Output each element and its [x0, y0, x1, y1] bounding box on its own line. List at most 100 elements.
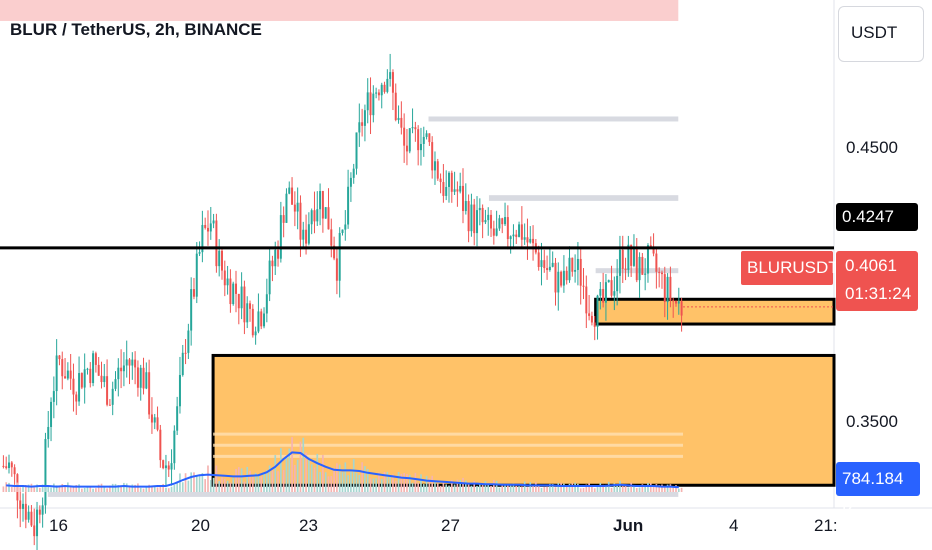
candle-body [145, 372, 148, 389]
volume-bar [285, 457, 288, 492]
candle-body [456, 189, 459, 192]
volume-bar [565, 485, 568, 492]
volume-bar [78, 484, 80, 492]
candle-body [419, 143, 422, 151]
candle-body [128, 359, 131, 366]
candle-body [352, 168, 355, 178]
volume-bar [462, 477, 464, 492]
candle-body [263, 313, 266, 327]
x-tick-label: Jun [613, 516, 644, 535]
volume-bar [621, 486, 624, 492]
volume-bar [540, 487, 543, 492]
volume-bar [596, 487, 599, 492]
candle-body [588, 313, 591, 316]
candle-body [61, 359, 64, 377]
candle-body [69, 370, 72, 379]
candle-body [131, 359, 134, 366]
candle-body [282, 215, 285, 223]
volume-bar [207, 465, 209, 492]
volume-bar [635, 488, 638, 492]
candle-body [431, 142, 434, 171]
candle-body [590, 315, 593, 323]
chart-title: BLUR / TetherUS, 2h, BINANCE [10, 20, 262, 39]
volume-bar [305, 452, 307, 492]
volume-bar [81, 488, 83, 492]
volume-bar [372, 478, 375, 492]
candle-body [268, 260, 271, 295]
volume-bar [61, 483, 64, 492]
candle-body [616, 275, 619, 292]
candle-body [164, 465, 167, 469]
candle-body [523, 237, 526, 240]
candle-body [672, 300, 675, 302]
volume-bar [232, 477, 235, 492]
volume-bar [103, 486, 106, 492]
volume-bar [173, 485, 176, 492]
volume-bar [641, 484, 644, 492]
currency-selector[interactable]: USDT [838, 6, 924, 62]
volume-bar [655, 484, 658, 492]
candle-body [122, 365, 125, 372]
volume-bar [411, 482, 414, 492]
candle-body [478, 207, 481, 211]
candle-body [302, 229, 305, 240]
volume-bar [546, 486, 548, 492]
candle-body [515, 234, 518, 237]
volume-bar [162, 483, 164, 492]
volume-bar [316, 453, 319, 492]
candle-body [484, 220, 487, 223]
candle-body [319, 191, 322, 210]
volume-bar [243, 481, 246, 492]
candle-body [134, 359, 137, 368]
candle-body [232, 283, 235, 305]
candle-body [372, 93, 375, 116]
candle-body [551, 262, 554, 267]
volume-bar [501, 485, 504, 492]
candle-body [293, 204, 296, 212]
candle-body [243, 286, 246, 323]
candle-body [83, 369, 86, 388]
volume-bar [184, 473, 187, 492]
volume-bar [336, 463, 338, 492]
candle-body [150, 414, 153, 423]
level-price-badge: 0.4247 [836, 203, 918, 231]
candle-body [316, 209, 319, 222]
volume-bar [5, 482, 8, 492]
volume-bar [638, 487, 641, 492]
volume-bar [95, 488, 97, 492]
candle-body [644, 273, 647, 275]
candle-body [335, 258, 338, 281]
volume-bar [100, 483, 103, 492]
candle-body [361, 122, 364, 126]
volume-bar [487, 484, 490, 492]
candle-body [296, 202, 299, 212]
volume-bar [302, 437, 305, 492]
volume-bar [131, 484, 134, 492]
candle-body [366, 92, 369, 111]
volume-bar [109, 485, 111, 492]
volume-bar [394, 480, 397, 492]
symbol-tag: BLURUSDT [741, 251, 839, 285]
volume-bar [13, 485, 16, 492]
candle-body [568, 257, 571, 281]
volume-bar [663, 487, 666, 492]
candle-body [120, 367, 123, 372]
volume-bar [492, 479, 495, 492]
volume-bar [436, 483, 439, 492]
candle-body [142, 367, 145, 389]
volume-bar [403, 472, 405, 492]
volume-bar [193, 472, 195, 492]
candle-body [520, 224, 523, 240]
volume-bar [644, 485, 647, 492]
candle-body [377, 92, 380, 96]
y-tick-label: 0.4500 [846, 138, 898, 157]
candle-body [417, 129, 420, 151]
volume-bar [408, 474, 411, 492]
volume-bar [364, 466, 366, 492]
candle-body [405, 145, 408, 152]
candle-body [453, 189, 456, 192]
candle-body [495, 228, 498, 236]
candle-body [669, 276, 672, 301]
candle-body [44, 439, 47, 506]
